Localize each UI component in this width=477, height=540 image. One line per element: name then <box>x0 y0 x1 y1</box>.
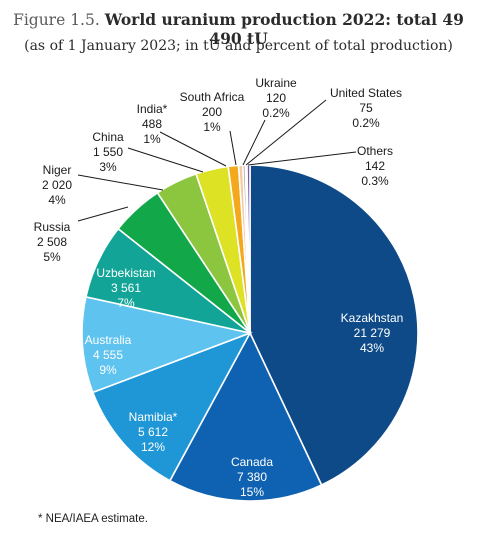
slice-label-value-niger: 2 020 <box>42 178 72 192</box>
slice-label-name-united-states: United States <box>330 86 402 100</box>
slice-label-name-ukraine: Ukraine <box>255 76 297 90</box>
leader-line-ukraine <box>242 119 266 166</box>
slice-label-percent-ukraine: 0.2% <box>262 106 290 120</box>
slice-label-percent-canada: 15% <box>240 485 264 499</box>
chart-subtitle: (as of 1 January 2023; in tU and percent… <box>24 38 453 54</box>
slice-label-value-canada: 7 380 <box>237 470 267 484</box>
slice-label-percent-kazakhstan: 43% <box>360 341 384 355</box>
pie-slice-kazakhstan <box>249 164 419 487</box>
leader-line-china <box>127 147 204 173</box>
slice-label-value-russia: 2 508 <box>37 235 67 249</box>
figure-title: World uranium production 2022: total 49 … <box>104 10 464 48</box>
slice-label-percent-south-africa: 1% <box>203 120 221 134</box>
slice-label-name-australia: Australia <box>85 333 132 347</box>
slice-label-value-australia: 4 555 <box>93 348 123 362</box>
slice-label-name-canada: Canada <box>231 455 273 469</box>
figure-number: Figure 1.5. <box>13 11 100 29</box>
slice-label-name-india: India* <box>137 102 168 116</box>
slice-label-name-niger: Niger <box>43 163 72 177</box>
leader-line-russia <box>77 206 129 222</box>
footnote: * NEA/IAEA estimate. <box>38 513 148 525</box>
slice-label-percent-uzbekistan: 7% <box>117 296 135 310</box>
slice-label-name-south-africa: South Africa <box>180 90 245 104</box>
leader-line-niger <box>77 174 164 191</box>
slice-label-value-india: 488 <box>142 117 162 131</box>
slice-label-value-namibia: 5 612 <box>138 425 168 439</box>
leader-line-united-states <box>245 99 327 166</box>
slice-label-percent-russia: 5% <box>43 250 61 264</box>
leader-line-south-africa <box>229 130 237 166</box>
slice-label-value-others: 142 <box>365 159 385 173</box>
slice-label-percent-australia: 9% <box>99 363 117 377</box>
slice-label-name-uzbekistan: Uzbekistan <box>96 266 155 280</box>
slice-label-name-kazakhstan: Kazakhstan <box>341 311 404 325</box>
pie-slice-canada <box>168 331 323 502</box>
slice-label-value-united-states: 75 <box>359 101 373 115</box>
pie-slice-namibia <box>91 331 252 482</box>
slice-label-percent-niger: 4% <box>48 193 66 207</box>
slice-label-value-south-africa: 200 <box>202 105 222 119</box>
leader-line-india <box>159 131 227 167</box>
slice-label-value-kazakhstan: 21 279 <box>354 326 391 340</box>
slice-label-percent-india: 1% <box>143 132 161 146</box>
leader-line-others <box>247 151 357 166</box>
slice-label-percent-china: 3% <box>99 160 117 174</box>
chart-title: Figure 1.5. World uranium production 202… <box>0 10 477 48</box>
slice-label-name-others: Others <box>357 144 393 158</box>
slice-label-percent-namibia: 12% <box>141 440 165 454</box>
slice-label-value-china: 1 550 <box>93 145 123 159</box>
slice-label-value-uzbekistan: 3 561 <box>111 281 141 295</box>
slice-label-percent-others: 0.3% <box>361 174 389 188</box>
slice-label-name-russia: Russia <box>34 220 71 234</box>
pie-slice-australia <box>81 295 253 394</box>
slice-label-name-namibia: Namibia* <box>129 410 178 424</box>
slice-label-value-ukraine: 120 <box>266 91 286 105</box>
slice-label-name-china: China <box>92 130 124 144</box>
slice-label-percent-united-states: 0.2% <box>352 116 380 130</box>
